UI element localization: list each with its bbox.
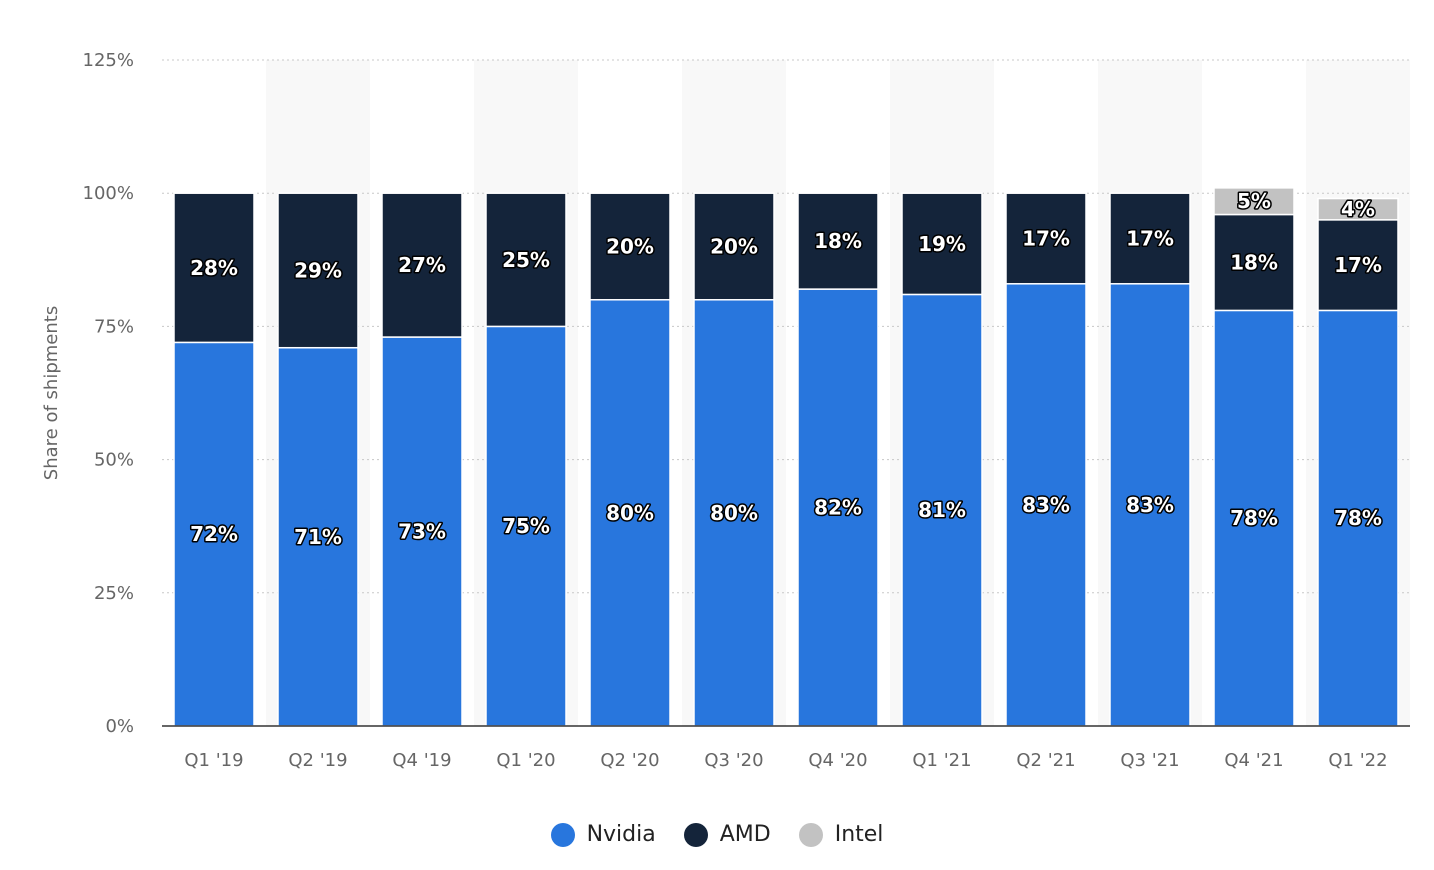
data-label-nvidia: 71% bbox=[294, 525, 342, 549]
bar-nvidia bbox=[693, 299, 775, 727]
x-tick-label: Q1 '19 bbox=[184, 750, 243, 771]
y-tick-label: 25% bbox=[94, 583, 134, 604]
y-axis-title: Share of shipments bbox=[41, 306, 62, 480]
bar-nvidia bbox=[1213, 309, 1295, 727]
bar-nvidia bbox=[589, 299, 671, 727]
data-label-nvidia: 80% bbox=[606, 501, 654, 525]
x-tick-label: Q1 '20 bbox=[496, 750, 555, 771]
y-tick-label: 0% bbox=[105, 716, 134, 737]
data-label-nvidia: 75% bbox=[502, 514, 550, 538]
bar-nvidia bbox=[901, 293, 983, 727]
bar-amd bbox=[693, 192, 775, 301]
bar-amd bbox=[1109, 192, 1191, 285]
x-tick-label: Q2 '21 bbox=[1016, 750, 1075, 771]
bar-amd bbox=[1213, 213, 1295, 312]
data-label-nvidia: 82% bbox=[814, 496, 862, 520]
bar-nvidia bbox=[381, 336, 463, 727]
x-tick-label: Q4 '21 bbox=[1224, 750, 1283, 771]
bar-amd bbox=[589, 192, 671, 301]
legend-swatch-amd bbox=[683, 822, 708, 847]
legend-label-nvidia: Nvidia bbox=[586, 822, 656, 847]
bar-nvidia bbox=[797, 288, 879, 727]
data-label-nvidia: 80% bbox=[710, 501, 758, 525]
legend-item-intel[interactable]: Intel bbox=[798, 822, 884, 847]
data-label-nvidia: 73% bbox=[398, 520, 446, 544]
bar-nvidia bbox=[277, 346, 359, 727]
x-tick-label: Q3 '20 bbox=[704, 750, 763, 771]
bar-amd bbox=[381, 192, 463, 338]
data-label-amd: 27% bbox=[398, 253, 446, 277]
legend-item-nvidia[interactable]: Nvidia bbox=[550, 822, 656, 847]
y-tick-label: 50% bbox=[94, 450, 134, 471]
data-label-amd: 18% bbox=[1230, 250, 1278, 274]
data-label-nvidia: 72% bbox=[190, 522, 238, 546]
data-label-amd: 17% bbox=[1022, 226, 1070, 250]
data-label-amd: 20% bbox=[606, 234, 654, 258]
bar-amd bbox=[485, 192, 567, 328]
bar-nvidia bbox=[1005, 283, 1087, 727]
data-label-nvidia: 83% bbox=[1126, 493, 1174, 517]
bar-amd bbox=[901, 192, 983, 296]
legend-swatch-intel bbox=[798, 822, 823, 847]
data-label-amd: 29% bbox=[294, 258, 342, 282]
bar-amd bbox=[277, 192, 359, 349]
legend-swatch-nvidia bbox=[550, 822, 575, 847]
bar-amd bbox=[173, 192, 255, 344]
data-label-amd: 18% bbox=[814, 229, 862, 253]
bar-nvidia bbox=[1109, 283, 1191, 727]
bar-amd bbox=[797, 192, 879, 290]
data-label-intel: 4% bbox=[1341, 197, 1375, 221]
data-label-intel: 5% bbox=[1237, 189, 1271, 213]
chart-legend: Nvidia AMD Intel bbox=[0, 822, 1434, 847]
y-tick-label: 75% bbox=[94, 316, 134, 337]
x-tick-label: Q1 '22 bbox=[1328, 750, 1387, 771]
x-tick-label: Q4 '19 bbox=[392, 750, 451, 771]
data-label-amd: 25% bbox=[502, 248, 550, 272]
bar-amd bbox=[1005, 192, 1087, 285]
bar-nvidia bbox=[485, 325, 567, 727]
data-label-nvidia: 78% bbox=[1230, 506, 1278, 530]
legend-item-amd[interactable]: AMD bbox=[683, 822, 771, 847]
data-label-amd: 19% bbox=[918, 232, 966, 256]
bar-intel bbox=[1317, 197, 1399, 221]
x-tick-label: Q2 '20 bbox=[600, 750, 659, 771]
x-tick-label: Q3 '21 bbox=[1120, 750, 1179, 771]
bar-nvidia bbox=[173, 341, 255, 727]
y-tick-label: 125% bbox=[83, 50, 134, 71]
bar-intel bbox=[1213, 187, 1295, 216]
data-label-amd: 28% bbox=[190, 256, 238, 280]
data-label-nvidia: 78% bbox=[1334, 506, 1382, 530]
bar-amd bbox=[1317, 219, 1399, 312]
data-label-amd: 17% bbox=[1334, 253, 1382, 277]
legend-label-intel: Intel bbox=[834, 822, 884, 847]
x-tick-label: Q1 '21 bbox=[912, 750, 971, 771]
data-label-amd: 17% bbox=[1126, 226, 1174, 250]
data-label-nvidia: 83% bbox=[1022, 493, 1070, 517]
data-label-amd: 20% bbox=[710, 234, 758, 258]
x-tick-label: Q2 '19 bbox=[288, 750, 347, 771]
x-tick-label: Q4 '20 bbox=[808, 750, 867, 771]
data-label-nvidia: 81% bbox=[918, 498, 966, 522]
legend-label-amd: AMD bbox=[719, 822, 771, 847]
y-tick-label: 100% bbox=[83, 183, 134, 204]
stacked-bar-chart: 72% 28% 71% 29% 73% 27% 75% 25% 80% 20% 80% 20% 82% 1… bbox=[41, 50, 1410, 771]
